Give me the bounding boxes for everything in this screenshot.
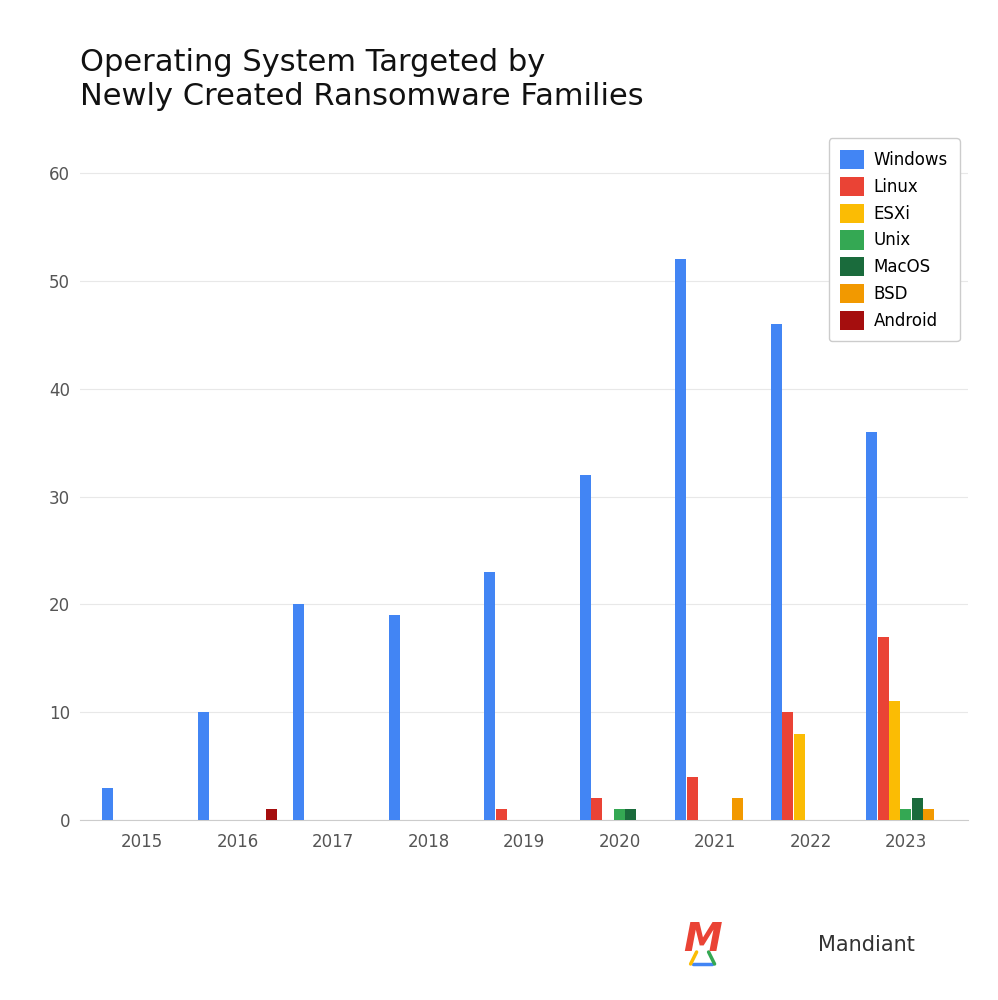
- Bar: [626, 809, 637, 820]
- Text: M: M: [684, 921, 722, 959]
- Bar: [266, 809, 277, 820]
- Bar: [793, 734, 804, 820]
- Bar: [866, 432, 877, 820]
- Bar: [900, 809, 911, 820]
- Bar: [912, 798, 923, 820]
- Bar: [889, 701, 900, 820]
- Bar: [733, 798, 744, 820]
- Bar: [293, 604, 304, 820]
- Bar: [496, 809, 507, 820]
- Bar: [388, 615, 399, 820]
- Bar: [770, 324, 781, 820]
- Legend: Windows, Linux, ESXi, Unix, MacOS, BSD, Android: Windows, Linux, ESXi, Unix, MacOS, BSD, …: [828, 138, 960, 341]
- Bar: [580, 475, 591, 820]
- Bar: [198, 712, 209, 820]
- Bar: [782, 712, 793, 820]
- Bar: [877, 637, 888, 820]
- Text: Mandiant: Mandiant: [818, 935, 915, 955]
- Bar: [484, 572, 495, 820]
- Bar: [591, 798, 602, 820]
- Bar: [102, 788, 113, 820]
- Bar: [675, 259, 686, 820]
- Bar: [614, 809, 625, 820]
- Text: Operating System Targeted by
Newly Created Ransomware Families: Operating System Targeted by Newly Creat…: [80, 48, 644, 111]
- Bar: [923, 809, 934, 820]
- Bar: [687, 777, 698, 820]
